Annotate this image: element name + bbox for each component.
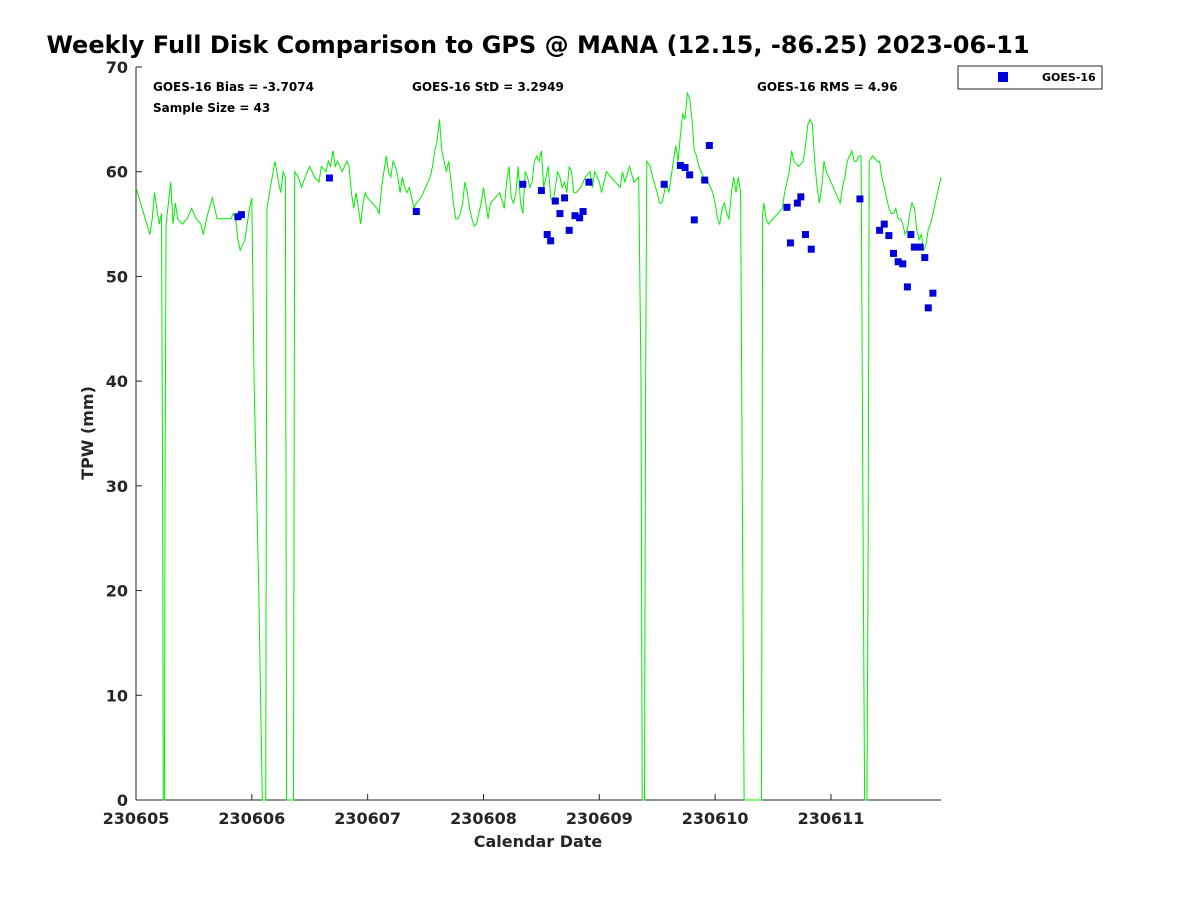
goes16-point bbox=[556, 210, 564, 218]
goes16-point bbox=[783, 203, 791, 211]
goes16-point bbox=[876, 226, 884, 234]
goes16-point bbox=[793, 199, 801, 207]
goes16-point bbox=[571, 212, 579, 220]
y-tick-label: 50 bbox=[106, 267, 128, 286]
y-tick-label: 40 bbox=[106, 372, 128, 391]
goes16-point bbox=[880, 220, 888, 228]
legend-marker-goes16 bbox=[998, 72, 1008, 82]
goes16-point bbox=[929, 289, 937, 297]
x-tick-label: 230606 bbox=[218, 809, 285, 828]
goes16-point bbox=[681, 164, 689, 172]
chart-title: Weekly Full Disk Comparison to GPS @ MAN… bbox=[46, 31, 1029, 59]
x-tick-label: 230610 bbox=[682, 809, 749, 828]
std-stat: GOES-16 StD = 3.2949 bbox=[412, 80, 564, 94]
legend-box bbox=[957, 65, 1103, 90]
goes16-point bbox=[565, 226, 573, 234]
x-axis-ticks: 230605 230606 230607 230608 230609 230610 2306… bbox=[103, 794, 865, 828]
bias-stat: GOES-16 Bias = -3.7074 bbox=[153, 80, 314, 94]
goes16-point bbox=[519, 180, 527, 188]
y-tick-label: 60 bbox=[106, 163, 128, 182]
goes16-point bbox=[797, 193, 805, 201]
goes16-point bbox=[807, 245, 815, 253]
rms-stat: GOES-16 RMS = 4.96 bbox=[757, 80, 898, 94]
x-axis-label: Calendar Date bbox=[474, 832, 603, 851]
goes16-point bbox=[325, 174, 333, 182]
goes16-point bbox=[551, 197, 559, 205]
goes16-point bbox=[686, 171, 694, 179]
goes16-point bbox=[705, 142, 713, 150]
y-tick-label: 70 bbox=[106, 58, 128, 77]
goes16-point bbox=[885, 232, 893, 240]
x-tick-label: 230609 bbox=[566, 809, 633, 828]
goes16-point bbox=[786, 239, 794, 247]
goes16-point bbox=[561, 194, 569, 202]
goes16-point bbox=[543, 231, 551, 239]
goes16-point bbox=[894, 258, 902, 266]
goes16-point bbox=[801, 231, 809, 239]
goes16-point bbox=[907, 231, 915, 239]
legend-entry-goes16: GOES-16 bbox=[1042, 71, 1096, 84]
goes16-point bbox=[576, 214, 584, 222]
goes16-point bbox=[910, 243, 918, 251]
goes16-point bbox=[890, 249, 898, 257]
y-axis-label: TPW (mm) bbox=[78, 386, 97, 480]
goes16-point bbox=[921, 254, 929, 262]
goes16-point bbox=[690, 216, 698, 224]
goes16-point bbox=[579, 208, 587, 216]
y-tick-label: 0 bbox=[117, 791, 128, 810]
goes16-point bbox=[585, 178, 593, 186]
y-tick-label: 10 bbox=[106, 686, 128, 705]
goes16-point bbox=[701, 176, 709, 184]
sample-size-stat: Sample Size = 43 bbox=[153, 101, 270, 115]
goes16-point bbox=[916, 243, 924, 251]
goes16-point bbox=[537, 187, 545, 195]
goes16-point bbox=[903, 283, 911, 291]
goes16-point bbox=[547, 237, 555, 245]
x-tick-label: 230611 bbox=[798, 809, 865, 828]
x-tick-label: 230608 bbox=[450, 809, 517, 828]
goes16-point bbox=[899, 260, 907, 268]
goes16-point bbox=[924, 304, 932, 312]
legend: GOES-16 bbox=[957, 65, 1103, 90]
gps-tpw-line bbox=[135, 91, 942, 801]
plot-area bbox=[135, 67, 941, 801]
series-layer bbox=[135, 91, 942, 801]
goes16-point bbox=[676, 161, 684, 169]
goes16-point bbox=[412, 208, 420, 216]
x-tick-label: 230605 bbox=[103, 809, 170, 828]
y-axis-ticks: 0 10 20 30 40 50 60 70 bbox=[106, 58, 142, 810]
goes16-point bbox=[237, 211, 245, 219]
x-tick-label: 230607 bbox=[334, 809, 401, 828]
goes16-point bbox=[856, 195, 864, 203]
y-tick-label: 30 bbox=[106, 477, 128, 496]
y-tick-label: 20 bbox=[106, 582, 128, 601]
goes16-point bbox=[660, 180, 668, 188]
